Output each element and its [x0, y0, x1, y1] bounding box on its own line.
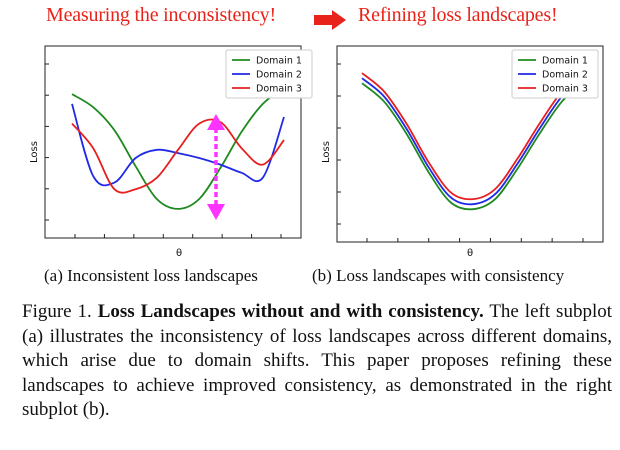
legend: Domain 1 Domain 2 Domain 3 [511, 49, 599, 99]
legend-box [225, 49, 313, 99]
caption-body: The left subplot (a) illustrates the inc… [22, 301, 612, 420]
refining-label: Refining loss landscapes! [358, 4, 558, 26]
legend-label-domain-1: Domain 1 [542, 56, 588, 67]
series-lines [71, 86, 285, 210]
figure-caption: Figure 1. Loss Landscapes without and wi… [22, 300, 612, 423]
legend-label-domain-2: Domain 2 [256, 70, 302, 81]
plot-frame [44, 45, 302, 239]
series-line-domain-2 [71, 103, 285, 187]
series-line-domain-1 [361, 80, 585, 211]
legend-box [511, 49, 599, 99]
legend: Domain 1 Domain 2 Domain 3 [225, 49, 313, 99]
inconsistency-label: Measuring the inconsistency! [46, 4, 276, 26]
axis-ticks [45, 63, 282, 238]
chart-consistent: Domain 1 Domain 2 Domain 3 Loss θ [321, 45, 604, 259]
x-axis-label: θ [176, 248, 182, 259]
series-line-domain-3 [361, 70, 585, 201]
legend-label-domain-1: Domain 1 [256, 56, 302, 67]
series-lines [361, 70, 585, 211]
axis-ticks [337, 63, 584, 242]
magenta-double-arrow-icon [207, 114, 225, 220]
plot-frame [336, 45, 604, 243]
y-axis-label: Loss [321, 141, 332, 163]
chart-inconsistent: Domain 1 Domain 2 Domain 3 Loss θ [29, 45, 313, 259]
subcaption-a: (a) Inconsistent loss landscapes [44, 266, 258, 285]
legend-label-domain-3: Domain 3 [542, 84, 588, 95]
legend-label-domain-2: Domain 2 [542, 70, 588, 81]
right-arrow-icon [314, 10, 346, 30]
caption-prefix: Figure 1. [22, 301, 98, 322]
x-axis-label: θ [467, 248, 473, 259]
caption-title: Loss Landscapes without and with consist… [97, 301, 484, 322]
series-line-domain-2 [361, 75, 585, 206]
series-line-domain-1 [71, 86, 285, 210]
legend-label-domain-3: Domain 3 [256, 84, 302, 95]
y-axis-label: Loss [29, 141, 40, 163]
subcaption-b: (b) Loss landscapes with consistency [312, 266, 565, 285]
series-line-domain-3 [71, 118, 285, 194]
